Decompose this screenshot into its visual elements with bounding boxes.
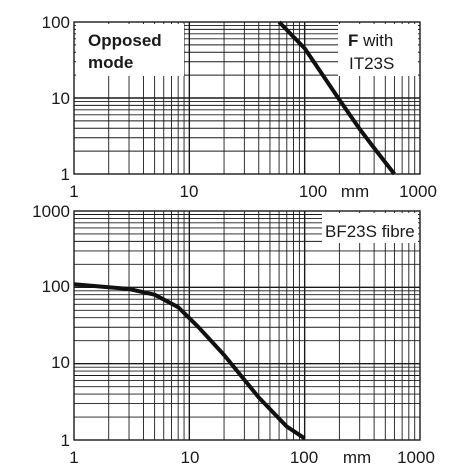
bottom-x-unit: mm — [343, 448, 371, 467]
sensor-label-line2: IT23S — [349, 54, 394, 73]
top-right-label-box — [338, 24, 418, 76]
top-x-tick-100: 100 — [299, 182, 327, 201]
top-y-tick-1: 1 — [61, 165, 70, 184]
sensor-label-rest: with — [358, 31, 393, 50]
sensor-label-bold: F — [348, 31, 358, 50]
fibre-label: BF23S fibre — [325, 222, 415, 241]
bottom-chart-panel: BF23S fibre 1000 100 10 1 1 10 100 mm 10… — [32, 202, 435, 467]
top-chart-curve — [277, 20, 396, 176]
bottom-right-label-box — [322, 213, 418, 243]
bottom-x-tick-100: 100 — [290, 448, 318, 467]
bottom-x-tick-1: 1 — [69, 448, 78, 467]
bottom-chart-frame — [73, 210, 421, 441]
top-x-tick-1: 1 — [69, 182, 78, 201]
bottom-y-tick-1000: 1000 — [32, 202, 70, 221]
top-x-tick-10: 10 — [180, 182, 199, 201]
bottom-y-tick-1: 1 — [61, 431, 70, 450]
top-left-label-box — [76, 24, 184, 76]
opposed-mode-label-line1: Opposed — [88, 31, 162, 50]
top-y-tick-10: 10 — [51, 89, 70, 108]
opposed-mode-label-line2: mode — [88, 53, 133, 72]
top-x-unit: mm — [341, 182, 369, 201]
sensor-label-line1: F with — [348, 31, 393, 50]
bottom-chart-grid — [74, 211, 420, 440]
bottom-y-tick-10: 10 — [51, 353, 70, 372]
bottom-x-tick-1000: 1000 — [397, 448, 435, 467]
top-y-tick-100: 100 — [42, 13, 70, 32]
top-chart-panel: Opposed mode F with IT23S 100 10 1 1 10 … — [42, 13, 437, 201]
bottom-chart-curve — [73, 282, 306, 441]
bottom-y-tick-100: 100 — [42, 277, 70, 296]
top-chart-frame — [73, 21, 421, 175]
bottom-x-tick-10: 10 — [181, 448, 200, 467]
top-x-tick-1000: 1000 — [399, 182, 437, 201]
